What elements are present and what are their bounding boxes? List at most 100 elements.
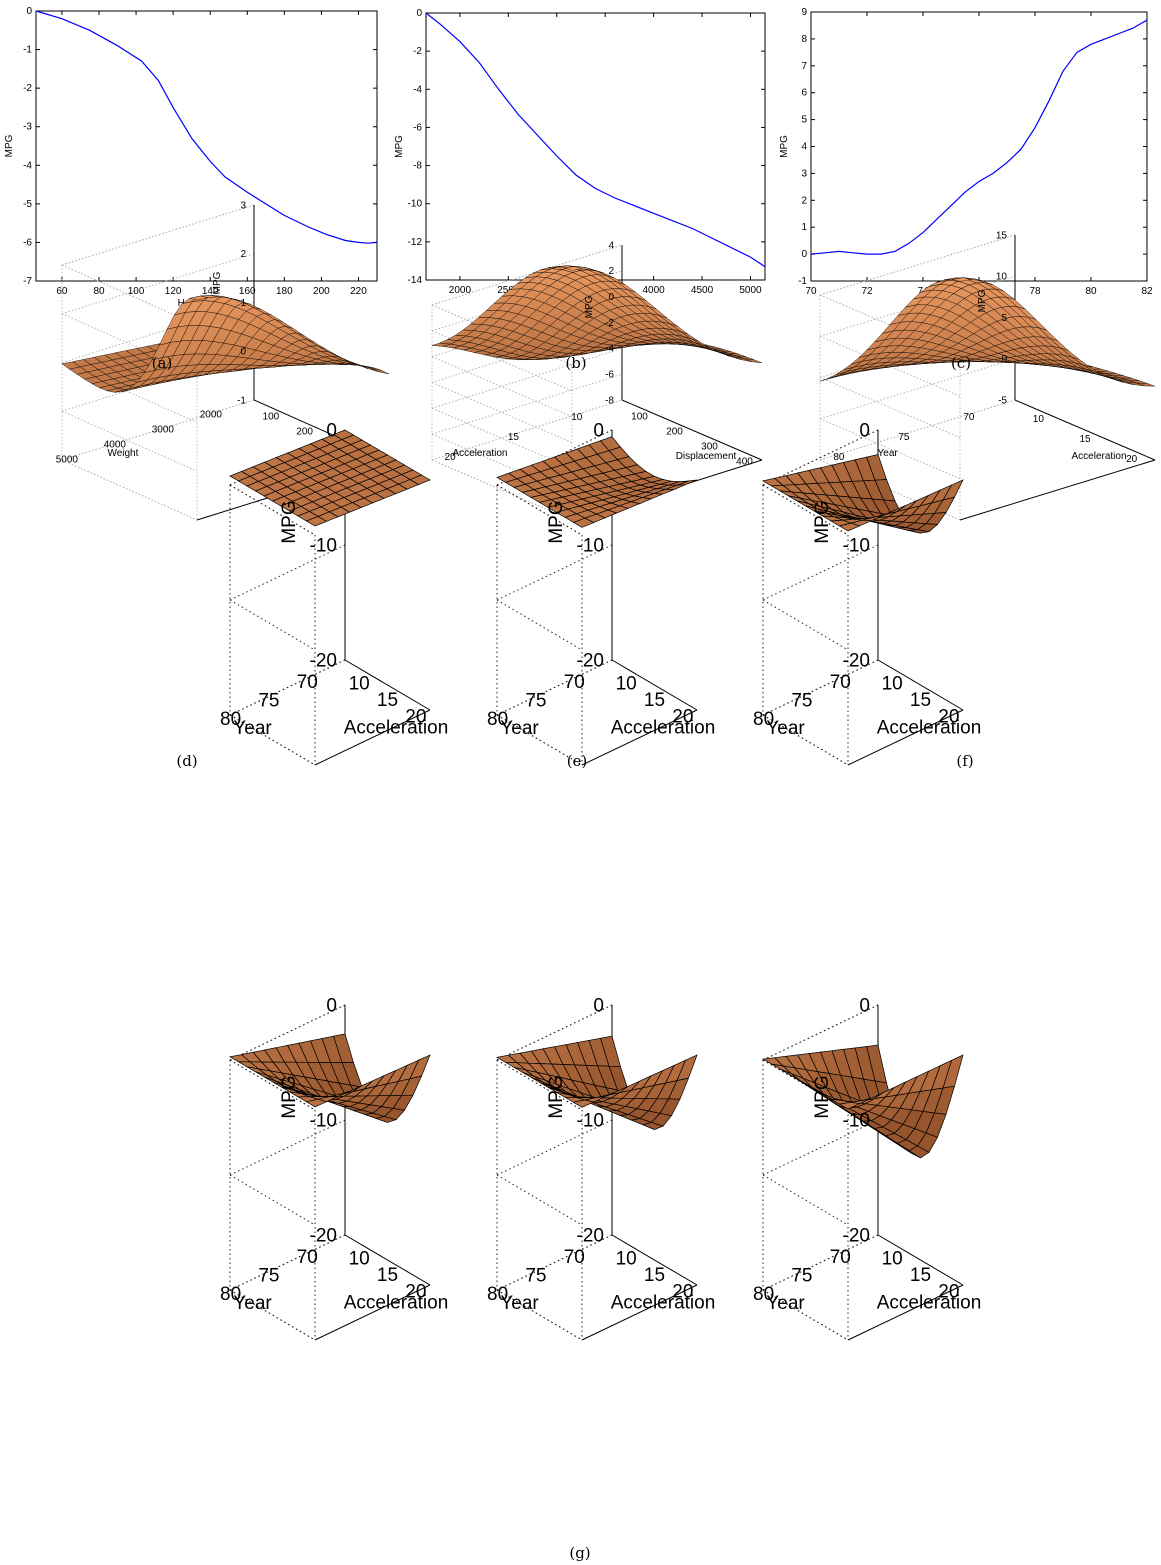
y-tick-label: 80 [487,1284,508,1305]
grid-line [819,234,1016,296]
grid-line [496,599,583,651]
z-tick-label: -8 [605,395,614,406]
y-tick-label: 75 [525,691,546,712]
x-tick-label: 70 [805,286,817,297]
grid-line [762,1234,879,1291]
grid-line [762,659,879,716]
grid-line [229,659,346,716]
y-tick-label: 80 [220,709,241,730]
x-tick-label: 15 [1079,434,1091,445]
z-axis-label: MPG [812,500,833,543]
surface-patch [572,517,595,528]
z-tick-label: 15 [996,230,1008,241]
z-tick-label: 0 [593,420,604,441]
plot-area [425,12,766,281]
grid-line [496,1174,583,1226]
y-axis-label: Year [500,1293,539,1314]
grid-line [229,1004,346,1061]
grid-line [819,418,961,480]
captions: (a) (b) (c) (d) (e) (f) (g) [152,354,974,1562]
axis-line [344,659,431,711]
caption-c: (c) [951,354,971,372]
x-tick-label: 10 [349,1248,370,1269]
grid-line [229,1174,316,1226]
grid-line [229,1289,316,1341]
z-tick-label: 1 [240,298,246,309]
z-tick-label: -20 [310,1225,337,1246]
surface-chart-g-panel-3: 0 -10 -20 10 15 20 70 75 80 Acceleration Year MPG [753,420,981,766]
grid-line [496,1119,613,1176]
z-axis-label: MPG [546,1075,567,1118]
axis-line [847,709,964,766]
z-tick-label: -1 [237,395,246,406]
z-tick-label: 0 [593,995,604,1016]
axis-line [611,659,698,711]
surface-patch [305,1098,328,1108]
grid-line [431,382,573,443]
z-tick-label: -20 [310,650,337,671]
x-tick-label: 20 [405,707,426,728]
z-tick-label: -2 [605,318,614,329]
grid-line [229,1234,346,1291]
y-axis-label: MPG [779,135,790,158]
caption-a: (a) [152,354,173,372]
y-tick-label: 2000 [200,410,223,421]
caption-b: (b) [565,354,586,372]
series-line [810,19,1148,255]
y-tick-label: 80 [487,709,508,730]
grid-line [496,1004,613,1061]
y-tick-label: 70 [297,672,318,693]
y-tick-label: 75 [258,691,279,712]
surface-chart-g-panel-4: 0 -10 -20 10 15 20 70 75 80 Acceleration Year MPG [220,995,448,1341]
x-tick-label: 100 [263,412,280,423]
surface-patch [838,1101,861,1110]
grid-line [762,599,849,651]
surface-patch [370,368,390,375]
z-tick-label: 2 [608,266,614,277]
grid-line [819,358,1016,420]
y-tick-label: 70 [963,412,975,423]
grid-line [819,399,1016,461]
x-tick-label: 220 [350,286,367,297]
y-tick-label: 70 [830,672,851,693]
y-tick-label: 1 [801,222,807,233]
z-tick-label: -4 [605,344,614,355]
x-tick-label: 10 [882,1248,903,1269]
z-tick-label: 4 [608,240,614,251]
x-tick-label: 80 [1085,286,1097,297]
y-tick-label: 70 [830,1247,851,1268]
surface-patch [189,295,208,301]
axis-line [877,659,964,711]
surface-patch [564,266,583,271]
surface-chart-g-panel-2: 0 -10 -20 10 15 20 70 75 80 Acceleration Year MPG [487,420,715,766]
grid-line [229,1059,316,1111]
y-tick-label: -8 [413,161,422,172]
x-tick-label: 200 [296,427,313,438]
y-tick-label: -14 [408,275,423,286]
caption-d: (d) [176,752,197,770]
x-tick-label: 180 [276,286,293,297]
grid-line [762,484,849,536]
z-tick-label: -6 [605,370,614,381]
line-charts: 60 80 100 120 140 160 180 200 2200-1-2-3-4-5-6-7… [4,6,1153,309]
caption-f: (f) [956,752,973,770]
grid-line [496,1289,583,1341]
y-tick-label: -4 [413,84,422,95]
z-tick-label: 0 [240,347,246,358]
surface-chart-f: 15 10 5 0 -5 10 15 20 70 75 80 Acceleration Year MPG [819,230,1156,521]
z-tick-label: -20 [577,1225,604,1246]
line-chart-b: 20002500300035004000450050000-2-4-6-8-10… [394,8,766,308]
z-tick-label: 2 [240,249,246,260]
surface-chart-g-panel-6: 0 -10 -20 10 15 20 70 75 80 Acceleration Year MPG [753,995,981,1341]
y-tick-label: 2 [801,195,807,206]
x-axis-label: Acceleration [344,718,449,739]
y-tick-label: 75 [791,1266,812,1287]
y-axis-label: MPG [4,134,15,157]
z-tick-label: -10 [843,535,870,556]
line-chart-c: 707274767880829876543210-1YearMPG [779,7,1153,309]
z-axis-label: MPG [212,271,223,294]
z-tick-label: 0 [1001,354,1007,365]
y-tick-label: -4 [23,160,32,171]
caption-e: (e) [567,752,588,770]
